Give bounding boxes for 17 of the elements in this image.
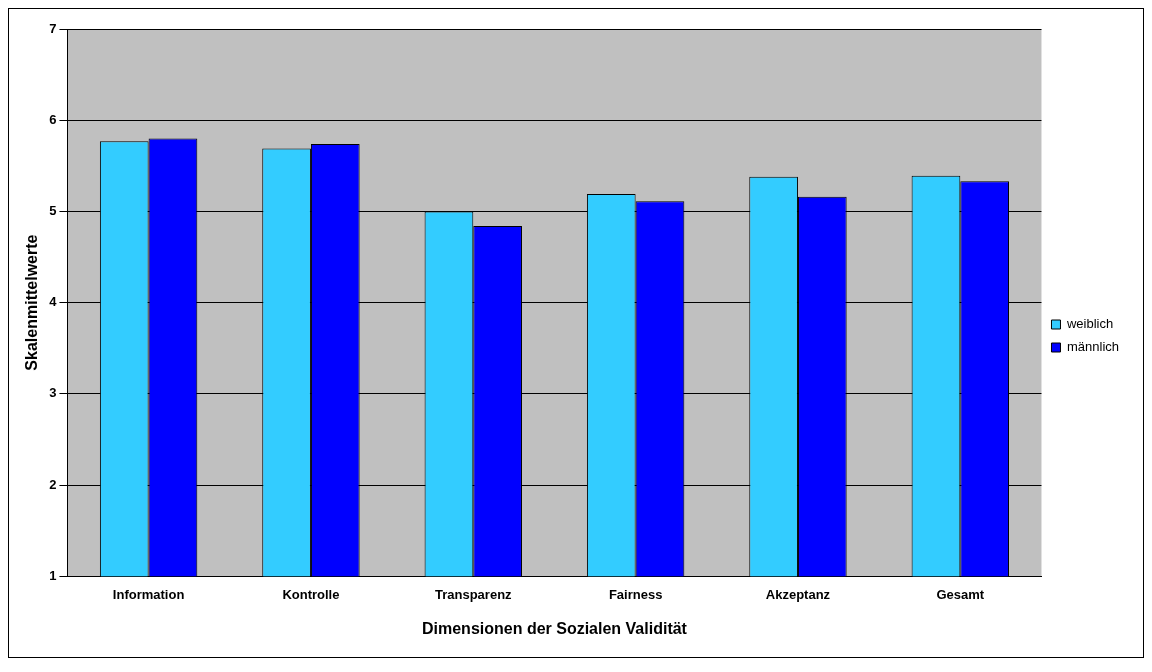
y-tick-label: 5 (49, 202, 57, 218)
y-axis-title: Skalenmittelwerte (23, 234, 41, 371)
legend-label: weiblich (1065, 316, 1114, 332)
y-tick-label: 4 (49, 294, 58, 310)
x-tick-label: Gesamt (936, 586, 985, 602)
x-tick-label: Akzeptanz (765, 586, 831, 602)
y-tick-label: 1 (49, 567, 57, 583)
y-tick-label: 2 (49, 476, 57, 492)
y-tick-label: 3 (49, 385, 57, 401)
legend-label: männlich (1066, 339, 1120, 355)
y-tick-label: 7 (49, 20, 57, 36)
x-tick-label: Fairness (608, 586, 663, 602)
y-tick-label: 6 (49, 111, 57, 127)
x-axis-title: Dimensionen der Sozialen Validität (421, 619, 688, 637)
x-tick-label: Transparenz (434, 586, 513, 602)
x-tick-label: Information (112, 586, 185, 602)
x-tick-label: Kontrolle (282, 586, 340, 602)
